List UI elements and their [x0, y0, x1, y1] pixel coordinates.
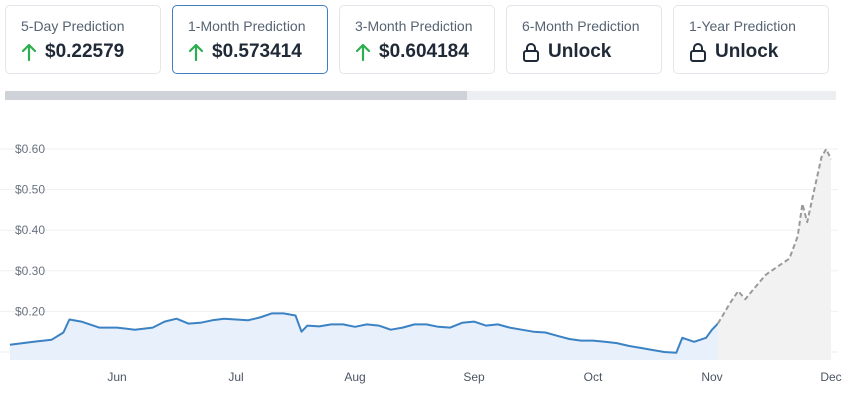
card-label: 3-Month Prediction: [355, 18, 473, 34]
card-value: Unlock: [715, 41, 779, 62]
forecast-area: [717, 149, 831, 360]
scrollbar-thumb[interactable]: [5, 91, 467, 100]
historical-price-line: [9, 312, 719, 354]
x-tick-label: Dec: [820, 370, 841, 384]
y-tick-label: $0.30: [15, 264, 45, 278]
lock-icon: [523, 43, 539, 62]
y-tick-label: $0.40: [15, 223, 45, 237]
card-label: 1-Year Prediction: [689, 18, 796, 34]
historical-area: [9, 313, 718, 360]
y-tick-label: $0.20: [15, 304, 45, 318]
prediction-card-1-year[interactable]: 1-Year Prediction Unlock: [673, 5, 829, 74]
prediction-cards: 5-Day Prediction $0.22579 1-Month Predic…: [5, 5, 831, 76]
arrow-up-icon: [188, 43, 204, 62]
x-tick-label: Jun: [107, 370, 126, 384]
card-label: 1-Month Prediction: [188, 18, 306, 34]
prediction-card-6-month[interactable]: 6-Month Prediction Unlock: [506, 5, 662, 74]
y-tick-label: $0.60: [15, 142, 45, 156]
x-tick-label: Nov: [701, 370, 722, 384]
card-label: 6-Month Prediction: [522, 18, 640, 34]
y-tick-label: $0.50: [15, 183, 45, 197]
card-value: $0.604184: [379, 41, 469, 62]
x-tick-label: Oct: [584, 370, 603, 384]
lock-icon: [690, 43, 706, 62]
prediction-card-1-month[interactable]: 1-Month Prediction $0.573414: [172, 5, 328, 74]
card-value: $0.22579: [45, 41, 125, 62]
forecast-price-line: [717, 148, 832, 325]
card-value: $0.573414: [212, 41, 302, 62]
arrow-up-icon: [355, 43, 371, 62]
prediction-card-3-month[interactable]: 3-Month Prediction $0.604184: [339, 5, 495, 74]
price-chart: $0.10$0.20$0.30$0.40$0.50$0.60JunJulAugS…: [0, 142, 842, 384]
arrow-up-icon: [21, 43, 37, 62]
card-label: 5-Day Prediction: [21, 18, 125, 34]
x-tick-label: Sep: [463, 370, 485, 384]
x-tick-label: Jul: [228, 370, 243, 384]
card-value: Unlock: [548, 41, 612, 62]
cards-scrollbar[interactable]: [5, 91, 836, 100]
x-tick-label: Aug: [344, 370, 365, 384]
prediction-card-5-day[interactable]: 5-Day Prediction $0.22579: [5, 5, 161, 74]
